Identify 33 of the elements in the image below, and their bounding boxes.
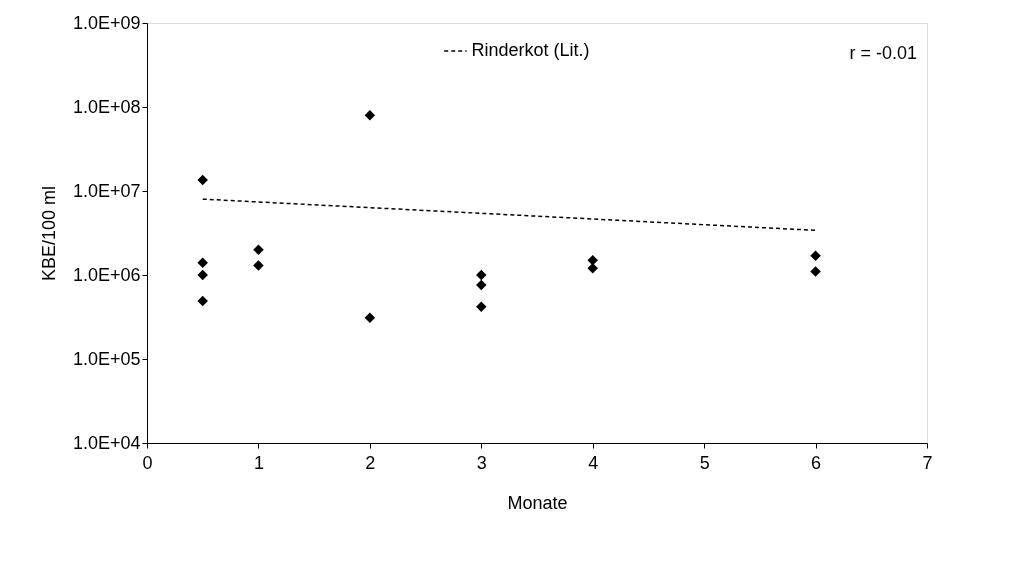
point [587,263,598,274]
x-tick-label: 2 [365,452,376,473]
point [476,269,487,281]
point [253,260,264,271]
point [810,266,821,277]
y-tick-label: 1.0E+04 [72,432,141,453]
x-tick-label: 4 [588,452,599,473]
point [197,174,208,186]
point [476,279,487,291]
y-tick-label: 1.0E+09 [72,12,141,33]
point [476,301,487,312]
point [253,244,264,255]
x-tick-label: 5 [699,452,710,473]
x-tick-label: 6 [811,452,822,473]
point [197,295,208,307]
x-tick-label: 3 [476,452,487,473]
y-tick-label: 1.0E+06 [72,264,141,285]
y-axis-title: KBE/100 ml [38,185,59,282]
point [587,254,598,266]
point [197,269,208,281]
x-axis-title: Monate [507,492,568,513]
point [197,257,208,268]
y-tick-label: 1.0E+05 [72,348,141,369]
point [810,250,821,261]
y-tick-label: 1.0E+07 [72,180,141,201]
point [364,312,376,323]
y-tick-label: 1.0E+08 [72,96,141,117]
point [364,109,376,121]
x-tick-label: 0 [142,452,153,473]
x-tick-label: 7 [922,452,933,473]
x-tick-label: 1 [253,452,264,473]
legend-label: Rinderkot (Lit.) [471,40,590,60]
annotation: r = -0.01 [849,43,917,63]
